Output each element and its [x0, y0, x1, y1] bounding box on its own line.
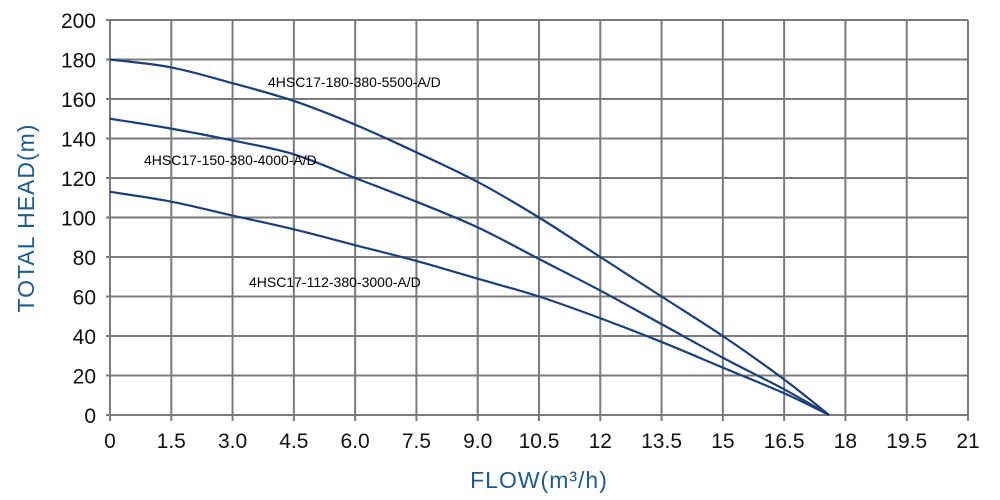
- x-tick-label: 19.5: [886, 430, 927, 453]
- y-tick-label: 180: [61, 50, 96, 73]
- x-tick-label: 6.0: [341, 430, 370, 453]
- curve-series-3: [109, 190, 830, 416]
- y-tick-label: 0: [84, 405, 96, 428]
- y-tick-label: 20: [73, 366, 96, 389]
- curves: [109, 58, 830, 416]
- y-tick-label: 80: [73, 247, 96, 270]
- x-tick-label: 9.0: [463, 430, 492, 453]
- grid: [106, 19, 969, 421]
- x-tick-label: 16.5: [764, 430, 805, 453]
- y-tick-label: 120: [61, 168, 96, 191]
- x-axis-ticks: 0 1.5 3.0 4.5 6.0 7.5 9.0 10.5 12 13.5 15 16.5 18 19.…: [104, 430, 980, 453]
- x-tick-label: 10.5: [519, 430, 560, 453]
- curve-label-1: 4HSC17-180-380-5500-A/D: [268, 74, 441, 90]
- x-tick-label: 12: [589, 430, 612, 453]
- y-axis-title: TOTAL HEAD(m): [13, 124, 39, 313]
- x-tick-label: 4.5: [279, 430, 308, 453]
- x-tick-label: 13.5: [641, 430, 682, 453]
- curve-label-2: 4HSC17-150-380-4000-A/D: [144, 152, 317, 168]
- x-tick-label: 18: [834, 430, 857, 453]
- y-tick-label: 140: [61, 129, 96, 152]
- y-tick-label: 40: [73, 326, 96, 349]
- x-tick-label: 7.5: [402, 430, 431, 453]
- curve-series-1: [109, 58, 830, 416]
- y-tick-label: 200: [61, 10, 96, 33]
- curve-label-3: 4HSC17-112-380-3000-A/D: [249, 274, 421, 290]
- x-axis-title: FLOW(m³/h): [470, 467, 608, 493]
- y-tick-label: 100: [61, 208, 96, 231]
- y-axis-ticks: 0 20 40 60 80 100 120 140 160 180 200: [61, 10, 96, 428]
- x-tick-label: 3.0: [218, 430, 247, 453]
- y-tick-label: 60: [73, 287, 96, 310]
- curve-series-2: [109, 117, 830, 416]
- y-tick-label: 160: [61, 89, 96, 112]
- x-tick-label: 15: [711, 430, 734, 453]
- x-tick-label: 0: [104, 430, 116, 453]
- x-tick-label: 21: [956, 430, 979, 453]
- x-tick-label: 1.5: [157, 430, 186, 453]
